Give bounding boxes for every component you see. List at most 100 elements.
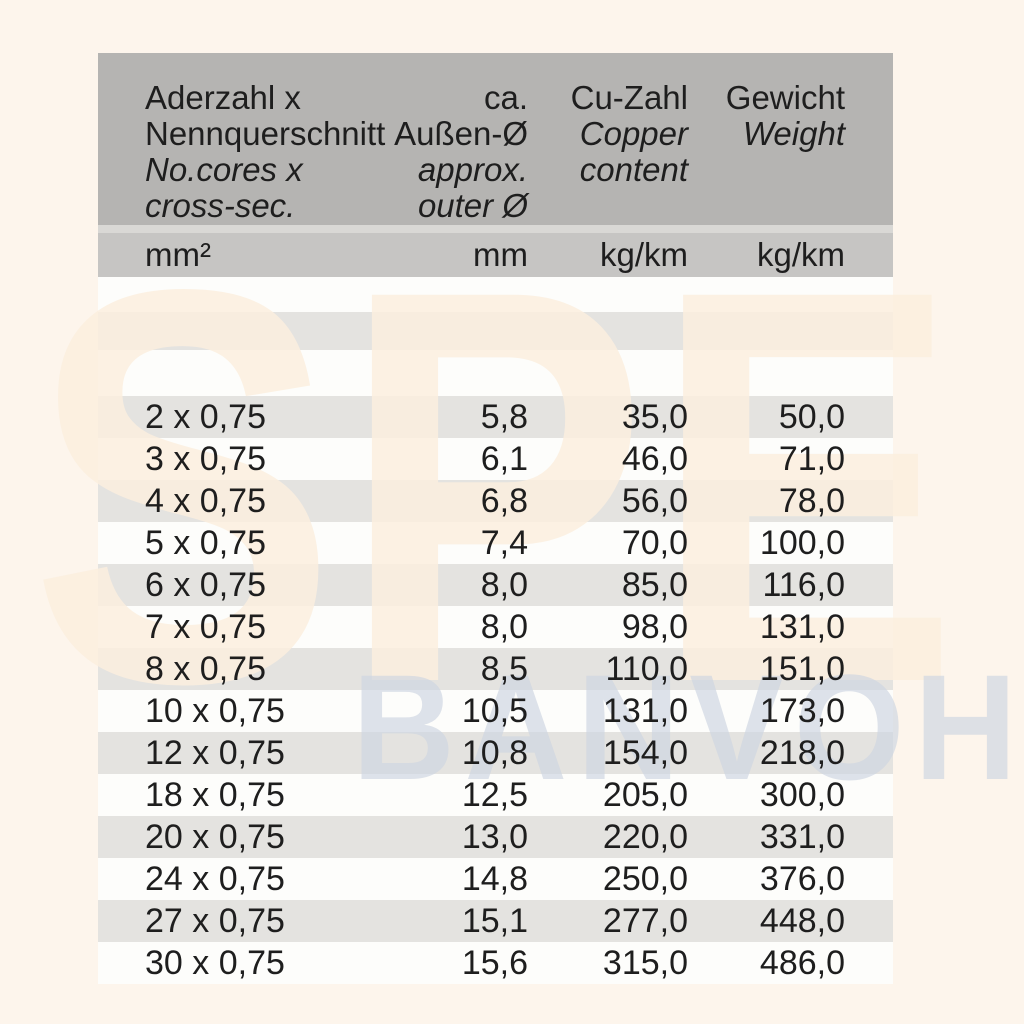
header-line-4: cross-sec. outer Ø [98,187,893,224]
header-line-2: Nennquerschnitt Außen-Ø Copper Weight [98,115,893,152]
header-weight-en: Weight [742,115,845,152]
spacer-band-white [98,350,893,396]
table-row: 3 x 0,75 6,1 46,0 71,0 [98,438,893,480]
row-outer-diameter: 7,4 [480,523,528,562]
row-cu-content: 205,0 [602,775,688,814]
row-cores-cross-sec: 5 x 0,75 [145,523,266,562]
header-cu-de: Cu-Zahl [570,79,688,116]
row-weight: 71,0 [778,439,845,478]
row-cu-content: 315,0 [602,943,688,982]
row-cores-cross-sec: 18 x 0,75 [145,775,285,814]
row-outer-diameter: 15,6 [461,943,528,982]
row-outer-diameter: 14,8 [461,859,528,898]
row-cu-content: 70,0 [621,523,688,562]
row-cu-content: 35,0 [621,397,688,436]
table-row: 8 x 0,75 8,5 110,0 151,0 [98,648,893,690]
row-cores-cross-sec: 20 x 0,75 [145,817,285,856]
row-outer-diameter: 6,1 [480,439,528,478]
row-weight: 218,0 [759,733,845,772]
row-outer-diameter: 12,5 [461,775,528,814]
row-cu-content: 220,0 [602,817,688,856]
row-outer-diameter: 8,5 [480,649,528,688]
header-cross-sec-en: cross-sec. [145,187,296,224]
row-weight: 116,0 [762,565,845,604]
row-weight: 486,0 [759,943,845,982]
row-cores-cross-sec: 3 x 0,75 [145,439,266,478]
row-weight: 131,0 [759,607,845,646]
row-weight: 376,0 [759,859,845,898]
header-outer-en: outer Ø [417,187,528,224]
table-row: 12 x 0,75 10,8 154,0 218,0 [98,732,893,774]
table-row: 7 x 0,75 8,0 98,0 131,0 [98,606,893,648]
row-weight: 448,0 [759,901,845,940]
table-row: 24 x 0,75 14,8 250,0 376,0 [98,858,893,900]
header-approx-en: approx. [417,151,528,188]
unit-cu-content: kg/km [599,236,688,273]
row-outer-diameter: 15,1 [461,901,528,940]
row-weight: 78,0 [778,481,845,520]
cable-spec-table: Aderzahl x ca. Cu-Zahl Gewicht Nennquers… [98,53,893,984]
unit-diameter: mm [473,236,528,273]
row-weight: 100,0 [759,523,845,562]
table-row: 27 x 0,75 15,1 277,0 448,0 [98,900,893,942]
row-cores-cross-sec: 24 x 0,75 [145,859,285,898]
row-cu-content: 85,0 [621,565,688,604]
table-row: 4 x 0,75 6,8 56,0 78,0 [98,480,893,522]
row-cu-content: 98,0 [621,607,688,646]
row-weight: 331,0 [759,817,845,856]
row-outer-diameter: 13,0 [461,817,528,856]
row-outer-diameter: 6,8 [480,481,528,520]
header-cu-en: Copper [579,115,688,152]
row-outer-diameter: 8,0 [480,565,528,604]
table-row: 18 x 0,75 12,5 205,0 300,0 [98,774,893,816]
row-weight: 151,0 [759,649,845,688]
row-outer-diameter: 5,8 [480,397,528,436]
row-cores-cross-sec: 30 x 0,75 [145,943,285,982]
row-cu-content: 154,0 [602,733,688,772]
header-content-en: content [579,151,688,188]
row-weight: 50,0 [778,397,845,436]
row-cu-content: 277,0 [602,901,688,940]
unit-weight: kg/km [756,236,845,273]
table-row: 10 x 0,75 10,5 131,0 173,0 [98,690,893,732]
row-outer-diameter: 10,5 [461,691,528,730]
header-diameter-de: Außen-Ø [394,115,528,152]
row-cu-content: 56,0 [621,481,688,520]
header-cores-de: Aderzahl x [145,79,301,116]
table-row: 20 x 0,75 13,0 220,0 331,0 [98,816,893,858]
header-cores-en: No.cores x [145,151,303,188]
row-cores-cross-sec: 4 x 0,75 [145,481,266,520]
row-cu-content: 131,0 [602,691,688,730]
header-line-3: No.cores x approx. content [98,151,893,188]
header-cross-sec-de: Nennquerschnitt [145,115,386,152]
row-cores-cross-sec: 6 x 0,75 [145,565,266,604]
row-outer-diameter: 8,0 [480,607,528,646]
table-header: Aderzahl x ca. Cu-Zahl Gewicht Nennquers… [98,53,893,225]
table-row: 30 x 0,75 15,6 315,0 486,0 [98,942,893,984]
row-weight: 300,0 [759,775,845,814]
row-cu-content: 110,0 [605,649,688,688]
empty-row-band [98,312,893,350]
table-row: 5 x 0,75 7,4 70,0 100,0 [98,522,893,564]
row-cu-content: 250,0 [602,859,688,898]
row-cores-cross-sec: 8 x 0,75 [145,649,266,688]
row-cores-cross-sec: 27 x 0,75 [145,901,285,940]
spacer-band-white [98,277,893,312]
row-outer-diameter: 10,8 [461,733,528,772]
table-body: 2 x 0,75 5,8 35,0 50,0 3 x 0,75 6,1 46,0 71,0 4 … [98,396,893,984]
row-cu-content: 46,0 [621,439,688,478]
row-cores-cross-sec: 12 x 0,75 [145,733,285,772]
table-row: 6 x 0,75 8,0 85,0 116,0 [98,564,893,606]
header-line-1: Aderzahl x ca. Cu-Zahl Gewicht [98,79,893,116]
units-row: mm² mm kg/km kg/km [98,233,893,277]
header-units-divider [98,225,893,233]
row-cores-cross-sec: 2 x 0,75 [145,397,266,436]
table-row: 2 x 0,75 5,8 35,0 50,0 [98,396,893,438]
row-weight: 173,0 [759,691,845,730]
header-weight-de: Gewicht [725,79,845,116]
row-cores-cross-sec: 7 x 0,75 [145,607,266,646]
row-cores-cross-sec: 10 x 0,75 [145,691,285,730]
unit-cross-section: mm² [145,236,211,273]
header-diameter-ca: ca. [483,79,528,116]
